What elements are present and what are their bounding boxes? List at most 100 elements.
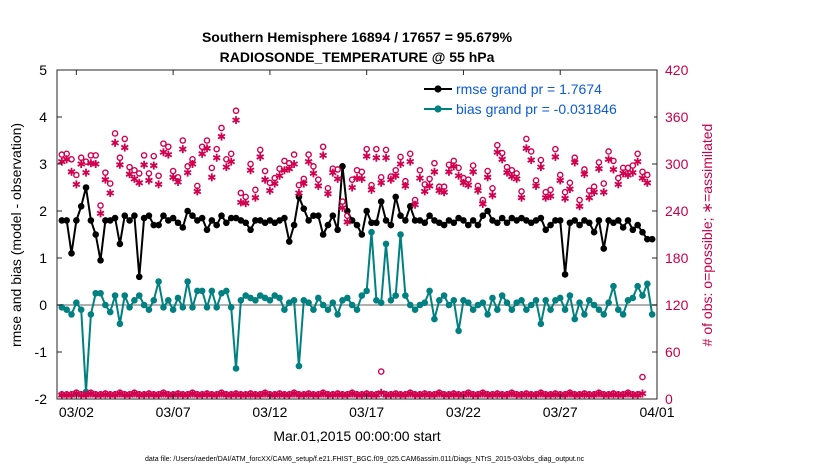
obs-assimilated-marker [546,192,555,201]
obs-assimilated-marker [445,167,453,176]
obs-possible-marker [494,141,501,149]
y-axis-label-right: # of obs: o=possible; ∗=assimilated [699,124,715,347]
bias-point [140,301,148,309]
rmse-point [77,203,85,210]
bias-point [252,297,259,304]
obs-possible-marker [334,166,341,173]
rmse-point [377,198,385,205]
bias-point [319,301,327,309]
rmse-point [290,221,298,229]
obs-assimilated-marker [367,185,376,194]
obs-assimilated-marker [478,199,487,208]
obs-possible-marker [397,153,404,161]
rmse-point [150,221,158,229]
obs-possible-marker [145,170,153,177]
obs-possible-marker [252,186,259,194]
obs-assimilated-marker [227,157,236,166]
bias-point [184,278,191,285]
legend-bias-marker [434,105,442,113]
obs-assimilated-marker [435,186,444,195]
bias-point [155,278,162,285]
legend-bias-label: bias grand pr = -0.031846 [456,101,617,117]
rmse-point [252,217,259,224]
bias-point [508,306,516,314]
rmse-point [571,217,579,224]
rmse-point [619,224,627,231]
rmse-point [227,214,235,222]
bias-point [614,306,622,314]
y-right-tick-label: 0 [665,391,673,407]
obs-possible-marker [261,167,269,175]
rmse-point [208,217,216,224]
bias-point [382,240,390,248]
rmse-point [542,226,550,234]
y-left-tick-label: 0 [39,297,47,313]
rmse-point [450,219,458,227]
rmse-point [339,163,346,170]
rmse-point [145,212,153,219]
legend-rmse-label: rmse grand pr = 1.7674 [456,81,602,97]
obs-assimilated-marker [333,174,342,183]
obs-possible-marker [431,159,438,167]
obs-assimilated-marker [382,153,390,162]
obs-assimilated-marker [270,179,279,188]
bias-point [68,311,75,318]
obs-assimilated-marker [411,200,419,209]
obs-assimilated-marker [348,183,357,192]
bias-point [542,297,550,304]
obs-assimilated-marker [551,152,560,161]
rmse-point [223,219,230,227]
obs-possible-marker [203,137,211,144]
bias-point [590,301,598,309]
obs-assimilated-marker [62,155,71,164]
bias-point [426,287,433,295]
obs-assimilated-marker [633,157,642,166]
obs-possible-marker [406,150,414,158]
obs-possible-marker [106,180,114,187]
bias-point [619,311,627,318]
rmse-point [402,217,409,224]
obs-possible-marker [305,151,312,158]
obs-assimilated-marker [91,160,100,168]
bias-point [595,306,603,314]
obs-assimilated-marker [217,132,226,141]
obs-assimilated-marker [570,158,579,167]
y-right-tick-label: 240 [665,203,689,219]
bias-point [581,311,588,318]
bias-point [411,306,419,314]
obs-possible-marker [644,171,651,179]
rmse-point [329,212,337,219]
obs-assimilated-marker [561,194,569,203]
rmse-point [305,217,312,224]
bias-point [402,292,409,299]
bias-point [363,287,370,295]
y-left-tick-label: -1 [35,344,48,360]
obs-assimilated-marker [517,193,526,202]
bias-point [648,311,656,318]
rmse-point [382,217,390,224]
obs-possible-marker [489,184,496,192]
obs-possible-marker [634,390,641,398]
bias-point [634,282,641,290]
rmse-point [629,226,637,234]
rmse-point [595,217,603,224]
rmse-point [160,212,167,219]
obs-assimilated-marker [169,173,178,182]
bias-point [445,301,453,309]
bias-point [494,306,501,314]
rmse-point [82,184,90,191]
x-tick-label: 03/02 [59,404,94,420]
obs-assimilated-marker [275,171,284,180]
obs-assimilated-marker [67,167,76,176]
rmse-point [576,221,583,229]
obs-assimilated-marker [474,186,482,195]
obs-assimilated-marker [198,149,207,158]
rmse-point [392,193,400,201]
obs-assimilated-marker [232,116,240,125]
rmse-point [614,217,622,224]
bias-point [73,299,80,306]
bias-point [87,311,95,318]
rmse-point [116,240,124,248]
obs-assimilated-marker [638,174,647,183]
obs-assimilated-marker [207,173,216,182]
